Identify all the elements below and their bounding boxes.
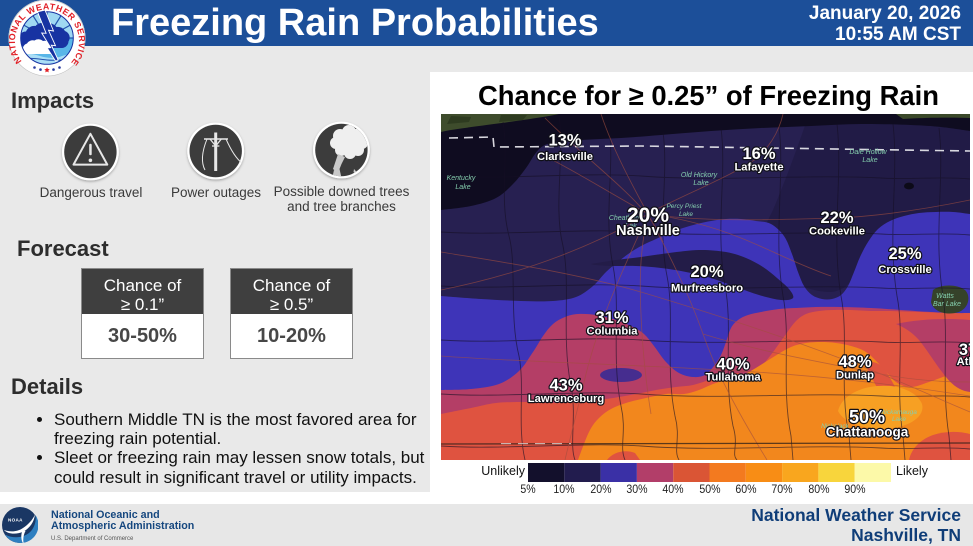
svg-text:Percy Priest: Percy Priest bbox=[666, 203, 702, 210]
svg-text:Nickajack: Nickajack bbox=[821, 423, 850, 430]
svg-text:Lake: Lake bbox=[862, 157, 877, 164]
svg-text:50%: 50% bbox=[849, 407, 885, 427]
svg-text:20%: 20% bbox=[690, 263, 723, 281]
svg-text:20%: 20% bbox=[627, 204, 669, 227]
svg-text:13%: 13% bbox=[548, 132, 581, 150]
svg-text:Kentucky: Kentucky bbox=[447, 175, 476, 182]
svg-text:40%: 40% bbox=[716, 356, 749, 374]
svg-text:Lake: Lake bbox=[679, 211, 693, 218]
svg-text:Nashville: Nashville bbox=[616, 223, 680, 239]
svg-text:Chattanooga: Chattanooga bbox=[826, 425, 909, 440]
svg-text:Lafayette: Lafayette bbox=[734, 162, 783, 174]
svg-text:16%: 16% bbox=[742, 145, 775, 163]
svg-text:48%: 48% bbox=[838, 353, 871, 371]
svg-text:Lak: Lak bbox=[625, 223, 637, 230]
svg-text:Dale Hollow: Dale Hollow bbox=[849, 149, 887, 156]
svg-text:Lake: Lake bbox=[892, 416, 906, 423]
svg-text:Chickamauga: Chickamauga bbox=[877, 409, 917, 416]
svg-text:Lawrenceburg: Lawrenceburg bbox=[528, 393, 605, 405]
svg-text:Ath: Ath bbox=[957, 356, 970, 368]
svg-text:Lake: Lake bbox=[693, 180, 708, 187]
svg-text:NOAA: NOAA bbox=[8, 518, 23, 523]
svg-text:43%: 43% bbox=[549, 377, 582, 395]
svg-text:Bar Lake: Bar Lake bbox=[933, 301, 961, 308]
svg-text:22%: 22% bbox=[820, 209, 853, 227]
svg-text:25%: 25% bbox=[888, 245, 921, 263]
svg-text:Dunlap: Dunlap bbox=[836, 370, 874, 382]
svg-text:37: 37 bbox=[959, 341, 970, 359]
svg-text:Lake: Lake bbox=[455, 184, 470, 191]
svg-text:Columbia: Columbia bbox=[587, 326, 639, 338]
svg-text:Tullahoma: Tullahoma bbox=[705, 372, 761, 384]
svg-text:Crossville: Crossville bbox=[878, 264, 931, 276]
svg-text:Cookeville: Cookeville bbox=[809, 226, 865, 238]
svg-text:Cheatham: Cheatham bbox=[609, 215, 641, 222]
svg-text:Watts: Watts bbox=[936, 293, 954, 300]
svg-text:Murfreesboro: Murfreesboro bbox=[671, 283, 743, 295]
svg-text:Clarksville: Clarksville bbox=[537, 151, 593, 163]
svg-text:31%: 31% bbox=[595, 309, 628, 327]
svg-text:Old Hickory: Old Hickory bbox=[681, 172, 718, 179]
